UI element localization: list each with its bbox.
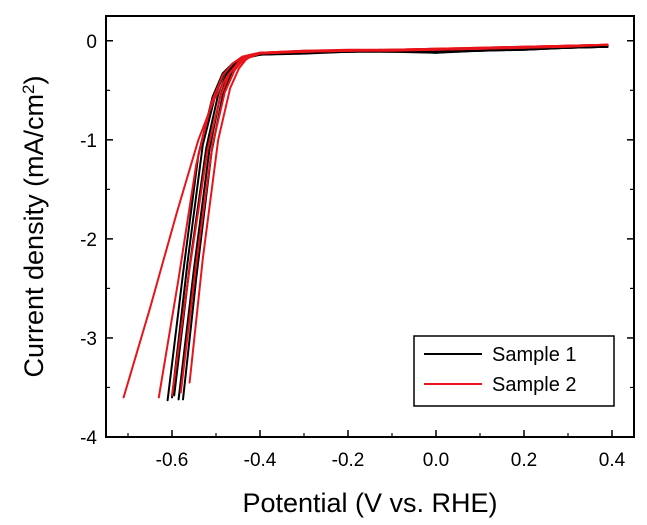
series-layer [122, 43, 609, 402]
series-2-curve [171, 43, 609, 397]
legend-label-sample-1: Sample 1 [492, 344, 577, 366]
legend: Sample 1 Sample 2 [413, 335, 615, 407]
y-tick-label: -2 [80, 230, 97, 251]
x-tick-label: -0.6 [156, 450, 189, 471]
y-axis-title: Current density (mA/cm2) [19, 75, 50, 377]
series-2-curve [188, 43, 609, 384]
legend-label-sample-2: Sample 2 [492, 374, 577, 396]
y-tick-label: 0 [86, 32, 97, 53]
y-tick-label: -3 [80, 329, 97, 350]
x-tick-label: 0.2 [511, 450, 537, 471]
plot-frame [105, 15, 635, 438]
x-tick-label: 0.4 [599, 450, 626, 471]
x-tick-label: 0.0 [423, 450, 449, 471]
y-tick-label: -4 [80, 428, 97, 449]
x-tick-label: -0.2 [332, 450, 365, 471]
y-axis-title-close: ) [19, 75, 49, 84]
x-axis-title: Potential (V vs. RHE) [242, 488, 497, 518]
y-axis-title-superscript: 2 [19, 84, 38, 93]
y-axis-title-main: Current density (mA/cm [19, 94, 49, 378]
y-tick-label: -1 [80, 131, 97, 152]
legend-box [413, 335, 615, 407]
x-axis-ticks: -0.6 -0.4 -0.2 0.0 0.2 0.4 [127, 430, 626, 471]
x-tick-label: -0.4 [244, 450, 277, 471]
y-axis-ticks: 0 -1 -2 -3 -4 [80, 32, 634, 449]
